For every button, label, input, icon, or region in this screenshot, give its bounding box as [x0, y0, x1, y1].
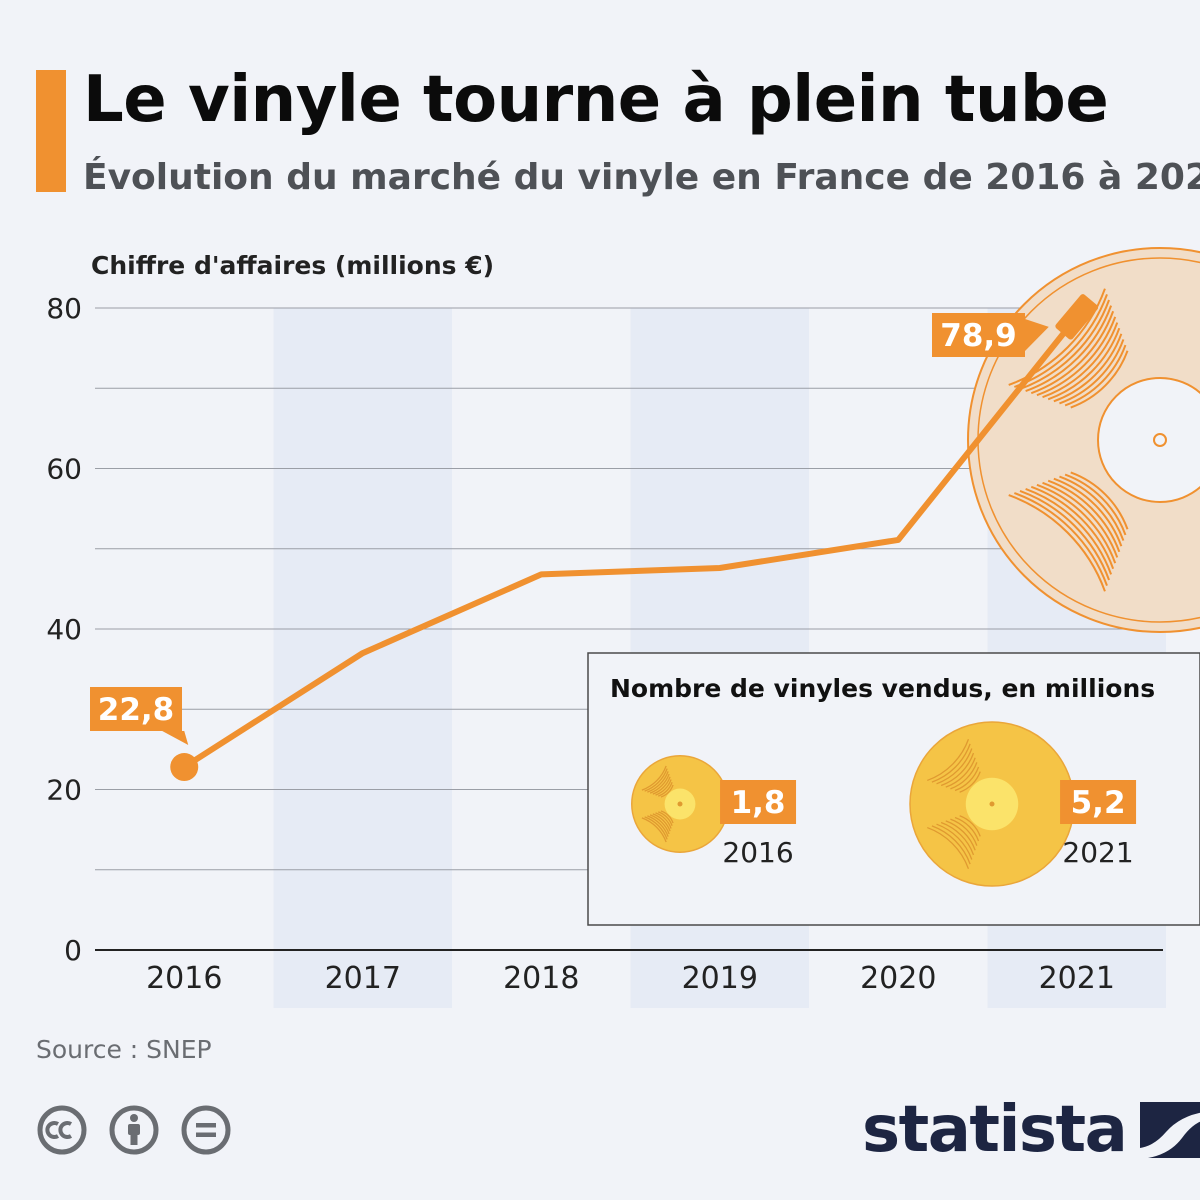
statista-wordmark: statista [862, 1093, 1128, 1167]
y-tick-label: 0 [64, 934, 82, 967]
record-groove [1036, 483, 1117, 564]
value-label-2021-pointer [1025, 319, 1049, 351]
record-groove [1070, 471, 1129, 530]
units-sold-inset: Nombre de vinyles vendus, en millions 1,… [587, 652, 1200, 926]
record-groove [1059, 475, 1125, 541]
vinyl-groove [940, 752, 975, 787]
vinyl-groove [657, 811, 673, 827]
units-year-label: 2016 [722, 836, 793, 869]
units-value-box [1060, 780, 1137, 824]
title-accent-bar [36, 70, 66, 192]
value-label-2016: 22,8 [98, 692, 175, 728]
units-year-label: 2021 [1062, 836, 1133, 869]
value-label-2016-box [90, 687, 182, 731]
x-tick-label: 2019 [682, 961, 758, 996]
y-tick-label: 20 [46, 774, 82, 807]
x-tick-label: 2021 [1039, 961, 1115, 996]
value-label-2016-pointer [162, 731, 189, 746]
vinyl-groove [959, 771, 981, 793]
vinyl-groove [652, 813, 671, 832]
x-tick-label: 2020 [860, 961, 936, 996]
record-groove [1053, 333, 1123, 403]
vinyl-groove [954, 766, 980, 792]
y-axis-label: Chiffre d'affaires (millions €) [91, 251, 495, 280]
x-tick-label: 2017 [325, 961, 401, 996]
vinyl-groove [657, 781, 673, 797]
record-groove [1036, 316, 1117, 397]
vinyl-groove [644, 768, 668, 792]
vinyl-groove [936, 823, 973, 860]
vinyl-groove [927, 826, 970, 869]
record-groove [1019, 490, 1110, 581]
page-title: Le vinyle tourne à plein tube [83, 63, 1109, 137]
vinyl-groove [945, 757, 976, 788]
vinyl-groove [652, 776, 671, 795]
record-groove [1047, 479, 1121, 553]
revenue-line-chart: 0 20 40 60 80 2016 2017 2018 2019 2020 2021 22,8 78… [46, 247, 1200, 1008]
record-groove [1042, 481, 1119, 558]
vinyl-groove [660, 784, 674, 798]
statista-brand[interactable]: statista [862, 1090, 1200, 1170]
record-groove [1025, 487, 1113, 575]
vinyl-groove [931, 743, 971, 783]
vinyl-groove [660, 810, 674, 824]
vinyl-groove [950, 818, 978, 846]
vinyl-groove [936, 748, 973, 785]
inset-title: Nombre de vinyles vendus, en millions [610, 674, 1155, 703]
vinyl-spindle [989, 801, 995, 807]
vinyl-groove [641, 765, 667, 791]
vinyl-groove [655, 779, 672, 796]
cc-icon [37, 1105, 87, 1155]
record-groove [1059, 339, 1125, 405]
vinyl-groove [644, 816, 668, 840]
vinyl-groove [655, 812, 672, 829]
vinyl-groove [649, 814, 670, 835]
source-note: Source : SNEP [36, 1035, 212, 1064]
record-label [1097, 377, 1200, 503]
attribution-icon [109, 1105, 159, 1155]
vinyl-groove [647, 815, 669, 837]
data-point-end [1055, 294, 1099, 340]
y-tick-label: 80 [46, 292, 82, 325]
revenue-line [181, 313, 1080, 771]
record-groove [1064, 344, 1127, 407]
record-groove [1064, 473, 1127, 536]
record-groove [1053, 477, 1123, 547]
record-spindle [1153, 433, 1167, 447]
vinyl-groove [649, 773, 670, 794]
y-tick-label: 60 [46, 453, 82, 486]
record-groove [1025, 305, 1113, 393]
record-groove [1030, 310, 1115, 395]
vinyl-groove [954, 816, 980, 842]
y-tick-label: 40 [46, 613, 82, 646]
record-groove [1008, 494, 1106, 592]
statista-logo-icon [1140, 1102, 1200, 1158]
vinyl-groove [931, 825, 971, 865]
x-tick-label: 2016 [146, 961, 222, 996]
no-derivatives-icon [181, 1105, 231, 1155]
vinyl-groove [950, 762, 978, 790]
vinyl-groove [647, 771, 669, 793]
vinyl-groove [940, 821, 975, 856]
data-point-start [170, 753, 199, 782]
vinyl-groove [641, 817, 667, 843]
units-value-box [720, 780, 797, 824]
value-label-2021-box [932, 313, 1025, 357]
record-groove [1030, 485, 1115, 570]
record-groove [1042, 322, 1119, 399]
page-subtitle: Évolution du marché du vinyle en France … [83, 157, 1200, 198]
vinyl-groove [927, 739, 970, 782]
vinyl-spindle [677, 801, 683, 807]
units-value-label: 1,8 [731, 785, 786, 821]
units-value-label: 5,2 [1071, 785, 1126, 821]
x-tick-label: 2018 [503, 961, 579, 996]
record-groove [1019, 299, 1110, 390]
column-band [273, 308, 452, 1008]
record-groove [1014, 492, 1108, 586]
vinyl-groove [945, 820, 976, 851]
record-groove [1070, 350, 1129, 409]
record-groove [1047, 327, 1121, 401]
vinyl-groove [959, 815, 981, 837]
value-label-2021: 78,9 [940, 318, 1017, 354]
